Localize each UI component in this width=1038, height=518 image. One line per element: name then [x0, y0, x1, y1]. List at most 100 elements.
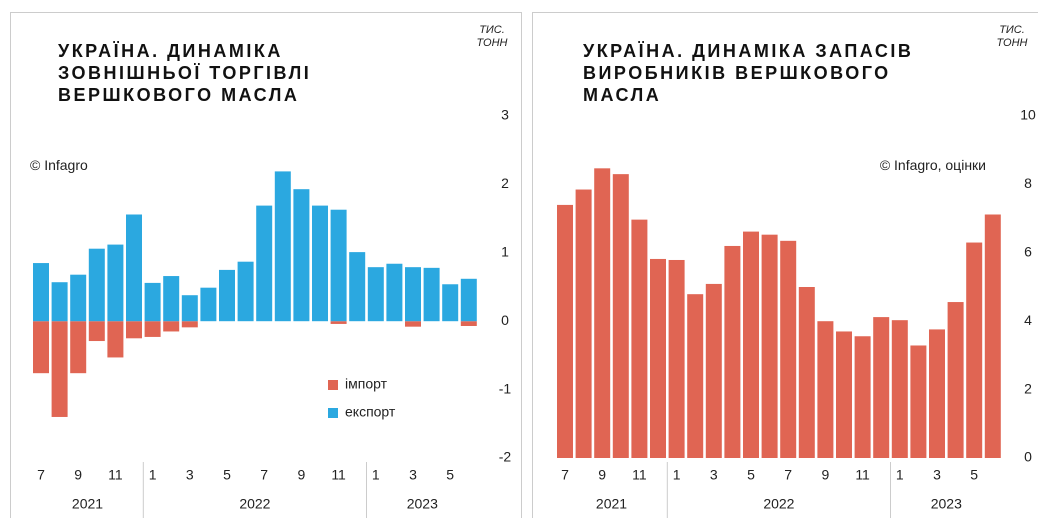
title-line: УКРАЇНА. ДИНАМІКА ЗАПАСІВ [583, 41, 914, 61]
y-tick-label: 8 [1024, 175, 1032, 191]
bar [460, 321, 477, 326]
bar [817, 321, 834, 458]
x-tick-label: 1 [673, 467, 681, 483]
bar [181, 321, 198, 328]
bar [442, 284, 459, 322]
legend-label: експорт [345, 404, 396, 420]
x-tick-label: 11 [855, 467, 870, 483]
unit-label: ТИС. ТОНН [996, 24, 1028, 49]
y-tick-label: 0 [1024, 449, 1032, 465]
source: © Infagro [30, 157, 88, 173]
y-tick-label: -1 [499, 380, 512, 396]
bar [274, 171, 291, 322]
bar [650, 258, 666, 458]
x-tick-label: 9 [298, 467, 306, 483]
bar [743, 231, 759, 458]
x-tick-label: 9 [598, 467, 606, 483]
x-tick-label: 11 [108, 467, 123, 483]
y-tick-label: 10 [1020, 107, 1036, 123]
bar [891, 320, 908, 458]
bar [836, 331, 852, 458]
x-tick-label: 1 [372, 467, 380, 483]
bar [631, 219, 648, 458]
bar [423, 267, 440, 322]
bar [107, 244, 124, 322]
y-tick-label: 2 [501, 175, 509, 191]
bar [798, 287, 815, 458]
bar [854, 336, 871, 458]
x-tick-label: 5 [970, 467, 978, 483]
bar [126, 214, 142, 322]
year-label: 2022 [239, 496, 270, 512]
year-label: 2021 [72, 496, 103, 512]
bar [330, 209, 347, 322]
y-tick-label: 1 [501, 244, 509, 260]
bar [668, 259, 685, 458]
x-tick-label: 7 [37, 467, 45, 483]
y-tick-label: 3 [501, 107, 509, 123]
bar [237, 261, 254, 322]
x-tick-label: 3 [409, 467, 417, 483]
bar [70, 274, 87, 322]
bar [256, 205, 273, 322]
bar [575, 189, 592, 458]
title-line: ВЕРШКОВОГО МАСЛА [58, 85, 300, 105]
bar [88, 321, 105, 342]
bar [181, 295, 198, 322]
x-tick-label: 7 [561, 467, 569, 483]
bar [33, 321, 49, 374]
bar [312, 205, 328, 322]
bar [612, 174, 629, 458]
bar [367, 267, 384, 322]
bar [293, 189, 310, 322]
legend-label: імпорт [345, 376, 388, 392]
bar [594, 168, 611, 459]
title-line: УКРАЇНА. ДИНАМІКА [58, 41, 283, 61]
year-label: 2023 [931, 496, 962, 512]
legend-swatch [328, 380, 338, 390]
bar [349, 252, 366, 322]
x-tick-label: 3 [933, 467, 941, 483]
bar [761, 234, 778, 458]
panel [532, 12, 1038, 518]
x-tick-label: 1 [149, 467, 157, 483]
source: © Infagro, оцінки [879, 157, 986, 173]
x-tick-label: 9 [822, 467, 830, 483]
title-line: ЗОВНІШНЬОЇ ТОРГІВЛІ [58, 63, 312, 83]
chart-title: УКРАЇНА. ДИНАМІКА ЗОВНІШНЬОЇ ТОРГІВЛІ ВЕ… [58, 40, 311, 106]
bar [33, 263, 49, 322]
bar [163, 276, 180, 322]
y-tick-label: -2 [499, 449, 512, 465]
chart-title: УКРАЇНА. ДИНАМІКА ЗАПАСІВ ВИРОБНИКІВ ВЕР… [583, 40, 913, 106]
x-tick-label: 11 [331, 467, 346, 483]
bar [780, 240, 797, 458]
bar [405, 321, 421, 327]
x-tick-label: 3 [710, 467, 718, 483]
bar [51, 321, 68, 417]
title-line: МАСЛА [583, 85, 662, 105]
bar [51, 282, 68, 322]
year-label: 2022 [763, 496, 794, 512]
x-tick-label: 1 [896, 467, 904, 483]
title-line: ВИРОБНИКІВ ВЕРШКОВОГО [583, 63, 891, 83]
bar [910, 345, 927, 458]
panel [10, 12, 522, 518]
bar [219, 269, 235, 322]
bar [386, 263, 403, 322]
x-tick-label: 7 [784, 467, 792, 483]
bar [405, 267, 421, 322]
y-tick-label: 0 [501, 312, 509, 328]
bar [984, 214, 1001, 458]
x-tick-label: 5 [446, 467, 454, 483]
y-tick-label: 4 [1024, 312, 1032, 328]
bar [873, 317, 890, 458]
unit-label: ТИС. ТОНН [476, 24, 508, 49]
bar [88, 248, 105, 322]
bar [144, 282, 161, 322]
bar [460, 278, 477, 322]
bar [163, 321, 180, 332]
bar [557, 204, 573, 458]
x-tick-label: 11 [632, 467, 647, 483]
